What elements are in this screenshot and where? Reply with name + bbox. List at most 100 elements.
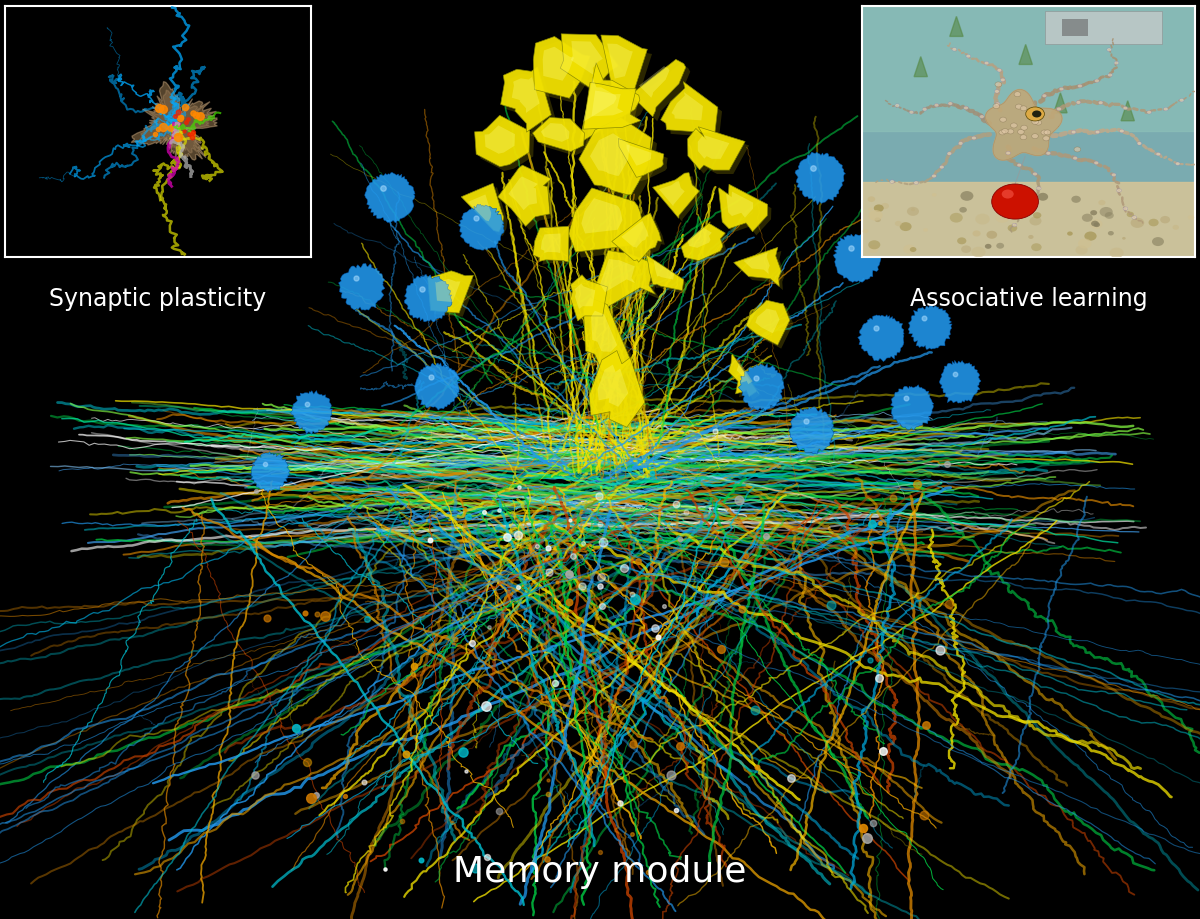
Circle shape	[1127, 212, 1134, 218]
Polygon shape	[1054, 94, 1067, 114]
Circle shape	[1016, 165, 1021, 167]
Circle shape	[972, 137, 977, 141]
Polygon shape	[466, 188, 508, 236]
Circle shape	[1002, 130, 1008, 134]
Polygon shape	[541, 124, 570, 142]
Circle shape	[1160, 217, 1170, 224]
Circle shape	[985, 244, 991, 250]
Polygon shape	[659, 182, 685, 207]
Polygon shape	[468, 195, 491, 222]
Circle shape	[1188, 216, 1194, 221]
Circle shape	[1020, 107, 1027, 112]
Circle shape	[1073, 157, 1078, 161]
Circle shape	[869, 210, 883, 221]
Circle shape	[959, 142, 962, 146]
Polygon shape	[485, 126, 515, 154]
Polygon shape	[580, 63, 640, 144]
Circle shape	[875, 218, 881, 222]
Polygon shape	[475, 116, 530, 167]
Circle shape	[995, 103, 1000, 107]
Polygon shape	[588, 87, 646, 134]
Polygon shape	[131, 83, 217, 161]
Polygon shape	[570, 276, 607, 322]
Circle shape	[1099, 208, 1112, 218]
Circle shape	[910, 248, 917, 253]
Polygon shape	[251, 452, 289, 493]
Circle shape	[1152, 238, 1164, 247]
Polygon shape	[744, 253, 769, 275]
Circle shape	[1067, 233, 1073, 236]
Polygon shape	[756, 309, 780, 334]
Circle shape	[1098, 200, 1105, 206]
Circle shape	[1082, 214, 1093, 222]
Polygon shape	[598, 365, 629, 407]
Circle shape	[995, 213, 1009, 223]
Polygon shape	[498, 166, 551, 227]
Polygon shape	[691, 131, 749, 175]
Circle shape	[1046, 153, 1051, 156]
Circle shape	[1093, 223, 1100, 228]
Circle shape	[889, 181, 894, 184]
Polygon shape	[862, 7, 1195, 132]
Circle shape	[964, 107, 968, 110]
Circle shape	[1033, 213, 1042, 220]
Circle shape	[1075, 246, 1088, 255]
Polygon shape	[594, 356, 649, 433]
Polygon shape	[365, 174, 415, 223]
Circle shape	[994, 196, 1001, 200]
Circle shape	[932, 194, 936, 198]
Circle shape	[1094, 80, 1099, 84]
Polygon shape	[578, 119, 652, 196]
Polygon shape	[584, 69, 646, 150]
Polygon shape	[533, 38, 590, 99]
Polygon shape	[584, 124, 656, 201]
Polygon shape	[404, 276, 452, 323]
Circle shape	[995, 91, 1000, 94]
Circle shape	[869, 241, 881, 250]
Polygon shape	[290, 391, 332, 435]
Polygon shape	[598, 256, 661, 317]
Circle shape	[931, 176, 936, 178]
Polygon shape	[592, 91, 623, 118]
Circle shape	[1037, 187, 1042, 191]
Circle shape	[1105, 213, 1114, 220]
Polygon shape	[575, 284, 595, 310]
Circle shape	[979, 116, 984, 119]
Polygon shape	[589, 351, 644, 427]
Circle shape	[958, 238, 966, 245]
Polygon shape	[479, 120, 534, 172]
Circle shape	[1033, 173, 1037, 176]
Circle shape	[895, 221, 901, 227]
Circle shape	[1030, 217, 1042, 226]
Circle shape	[907, 208, 919, 217]
Polygon shape	[461, 184, 504, 233]
Text: Memory module: Memory module	[454, 855, 746, 888]
Circle shape	[966, 55, 971, 59]
Circle shape	[1026, 108, 1044, 122]
Polygon shape	[653, 174, 700, 219]
Circle shape	[1164, 108, 1168, 112]
Polygon shape	[533, 119, 584, 153]
Circle shape	[1072, 197, 1081, 204]
Circle shape	[1078, 85, 1082, 88]
Polygon shape	[682, 222, 725, 261]
Circle shape	[1196, 164, 1200, 167]
Circle shape	[904, 245, 916, 255]
Circle shape	[1020, 136, 1027, 141]
Circle shape	[1002, 190, 1014, 199]
Circle shape	[1040, 130, 1048, 136]
Circle shape	[996, 244, 1004, 249]
Circle shape	[1172, 226, 1178, 231]
Polygon shape	[560, 35, 618, 96]
Polygon shape	[569, 188, 643, 253]
Polygon shape	[728, 355, 758, 397]
Polygon shape	[833, 234, 882, 283]
Circle shape	[1106, 49, 1111, 52]
Polygon shape	[635, 64, 690, 122]
Polygon shape	[509, 177, 538, 210]
Circle shape	[1043, 137, 1050, 142]
Circle shape	[961, 246, 971, 254]
Circle shape	[1108, 232, 1114, 236]
Polygon shape	[583, 84, 641, 130]
Polygon shape	[542, 48, 574, 82]
